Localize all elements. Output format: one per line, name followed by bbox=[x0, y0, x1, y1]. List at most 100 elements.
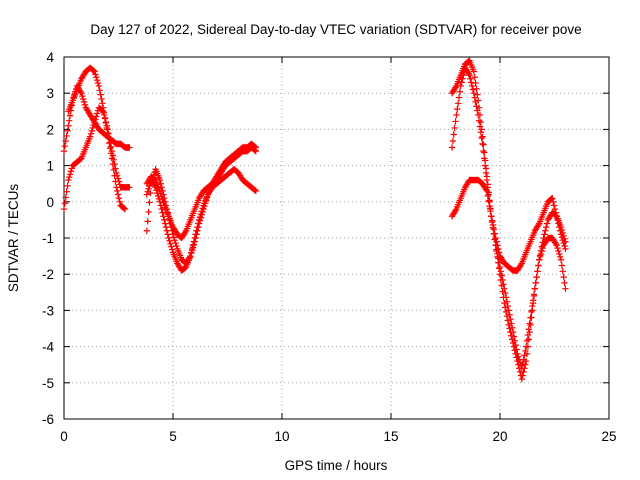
data-point bbox=[66, 112, 74, 119]
data-point bbox=[512, 341, 519, 349]
data-point bbox=[157, 190, 164, 198]
data-point bbox=[557, 256, 565, 263]
data-point bbox=[92, 116, 99, 123]
data-point bbox=[112, 165, 119, 172]
data-point bbox=[115, 178, 123, 185]
data-point bbox=[552, 209, 560, 216]
data-point bbox=[543, 223, 550, 231]
data-point bbox=[467, 75, 474, 82]
data-point bbox=[503, 298, 511, 305]
data-point bbox=[156, 187, 164, 195]
data-point bbox=[556, 227, 564, 234]
data-point bbox=[114, 191, 122, 198]
data-point bbox=[161, 220, 169, 227]
data-point bbox=[556, 250, 563, 258]
data-point bbox=[99, 107, 106, 114]
data-point bbox=[559, 268, 566, 275]
data-point bbox=[559, 236, 566, 244]
data-point bbox=[172, 239, 179, 247]
data-point bbox=[107, 143, 115, 150]
data-point bbox=[93, 74, 100, 81]
data-point bbox=[468, 79, 475, 86]
data-point bbox=[64, 127, 71, 135]
data-point bbox=[66, 117, 73, 124]
data-point bbox=[171, 236, 178, 244]
data-point bbox=[480, 147, 487, 155]
data-point bbox=[98, 95, 105, 103]
data-point bbox=[252, 187, 260, 195]
data-point bbox=[527, 314, 534, 321]
data-point bbox=[482, 169, 490, 177]
data-point bbox=[554, 244, 561, 252]
data-point bbox=[519, 360, 526, 368]
data-point bbox=[88, 127, 96, 135]
data-point bbox=[530, 291, 538, 298]
data-point bbox=[507, 315, 514, 323]
data-point bbox=[100, 108, 107, 115]
data-point bbox=[515, 353, 522, 360]
data-point bbox=[553, 213, 560, 220]
data-point bbox=[89, 124, 96, 132]
data-point bbox=[159, 209, 166, 216]
data-point bbox=[101, 115, 109, 122]
data-point bbox=[63, 132, 70, 140]
data-point bbox=[81, 101, 89, 108]
data-point bbox=[167, 240, 174, 247]
data-point bbox=[455, 94, 463, 101]
data-point bbox=[518, 375, 525, 383]
data-point bbox=[505, 307, 512, 314]
data-point bbox=[551, 205, 559, 213]
y-axis-label: SDTVAR / TECUs bbox=[6, 184, 21, 293]
data-point bbox=[168, 243, 175, 250]
data-point bbox=[501, 285, 508, 292]
data-point bbox=[110, 156, 117, 164]
data-point bbox=[145, 208, 152, 216]
data-point bbox=[113, 169, 120, 177]
data-point bbox=[144, 218, 151, 225]
data-point bbox=[522, 343, 530, 350]
data-point bbox=[479, 140, 486, 148]
data-point bbox=[106, 134, 113, 142]
data-point bbox=[472, 79, 479, 87]
data-point bbox=[525, 326, 532, 333]
data-point bbox=[196, 213, 204, 221]
data-point bbox=[454, 100, 462, 107]
data-point bbox=[493, 238, 500, 245]
data-point bbox=[96, 87, 103, 94]
data-point bbox=[143, 191, 151, 198]
data-point bbox=[158, 205, 165, 213]
data-point bbox=[536, 256, 543, 263]
data-point bbox=[495, 245, 502, 253]
data-point bbox=[93, 76, 101, 84]
data-point bbox=[485, 197, 492, 205]
data-point bbox=[499, 276, 506, 284]
data-point bbox=[479, 133, 486, 140]
data-point bbox=[483, 187, 491, 195]
data-point bbox=[468, 82, 476, 90]
data-point bbox=[552, 240, 560, 247]
data-point bbox=[517, 261, 525, 268]
data-point bbox=[555, 247, 562, 255]
x-axis-ticks: 0 5 10 15 20 25 bbox=[60, 57, 617, 444]
data-point bbox=[520, 356, 527, 363]
data-point bbox=[459, 75, 466, 82]
data-point bbox=[145, 185, 152, 192]
data-point bbox=[520, 368, 527, 376]
data-point bbox=[509, 324, 516, 331]
data-point bbox=[489, 221, 497, 229]
data-point bbox=[164, 231, 171, 238]
data-point bbox=[182, 229, 189, 236]
data-point bbox=[120, 205, 128, 212]
data-point bbox=[97, 91, 104, 98]
data-point bbox=[490, 226, 498, 233]
data-point bbox=[500, 281, 507, 288]
data-point bbox=[554, 216, 561, 224]
data-point bbox=[536, 252, 544, 259]
data-point bbox=[531, 285, 539, 292]
data-point bbox=[555, 220, 562, 227]
x-tick-label: 10 bbox=[274, 429, 289, 444]
data-point bbox=[471, 74, 478, 81]
data-point bbox=[146, 199, 153, 206]
data-point bbox=[526, 320, 533, 327]
